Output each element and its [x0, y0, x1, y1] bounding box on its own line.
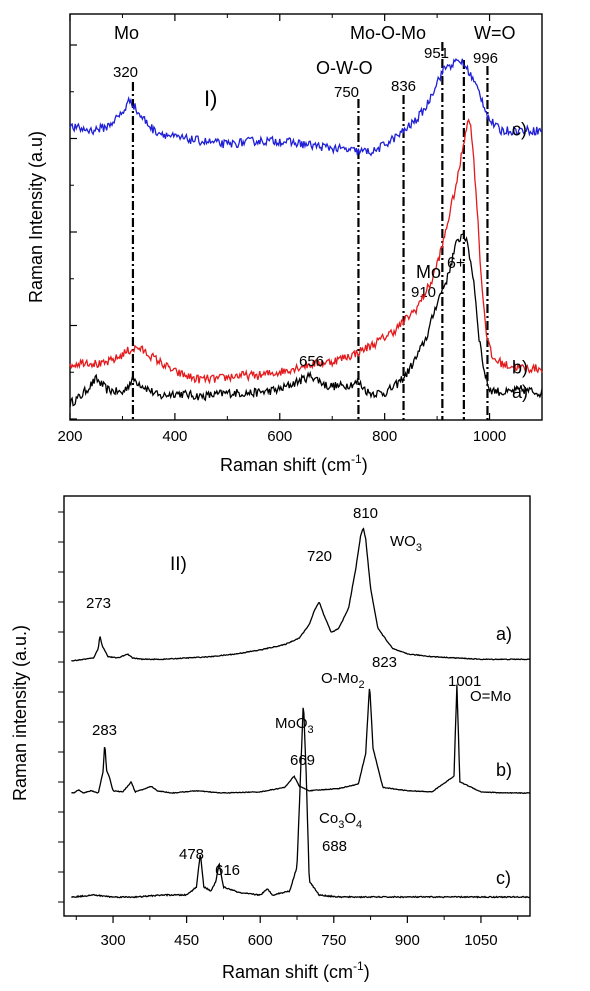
annotation-moo3-main: MoO	[275, 715, 308, 732]
panel-2-x-tick-label: 750	[321, 932, 346, 949]
annotation-co3o4-o: O	[344, 810, 356, 827]
peak-label-1001: 1001	[448, 673, 481, 690]
series-label-b: b)	[512, 358, 528, 378]
series-label-c: c)	[512, 120, 527, 140]
panel-1-x-tick-label: 1000	[473, 428, 506, 445]
annotation-co3o4: Co3O4	[319, 810, 362, 831]
panel-2-x-tick-label: 600	[248, 932, 273, 949]
panel-2-x-axis-label-close: )	[364, 962, 370, 982]
peak-label-688: 688	[322, 838, 347, 855]
annotation-mo6-sup: 6+	[447, 255, 465, 272]
reference-line-label-320: 320	[113, 64, 138, 81]
annotation-moo3-sub: 3	[308, 724, 314, 736]
panel-1-x-tick-label: 800	[372, 428, 397, 445]
panel-2-y-axis-label: Raman intensity (a.u.)	[10, 625, 30, 801]
panel-2-x-tick-label: 450	[174, 932, 199, 949]
panel-1-x-axis-label-close: )	[362, 455, 368, 475]
peak-label-720: 720	[307, 548, 332, 565]
panel-1-x-tick-label: 600	[267, 428, 292, 445]
peak-label-478: 478	[179, 846, 204, 863]
annotation-o-mo2-sub: 2	[359, 679, 365, 691]
series-label-c: c)	[496, 868, 511, 888]
annotation-co3o4-co: Co	[319, 810, 338, 827]
panel-2-label: II)	[170, 554, 187, 575]
panel-2-x-axis-label: Raman shift (cm-1)	[222, 959, 370, 982]
reference-line-label-951: 951	[424, 45, 449, 62]
panel-1-x-tick-label: 400	[162, 428, 187, 445]
panel-1-ticks: 200 400 600 800 1000	[57, 14, 506, 445]
annotation-wo3-sub: 3	[416, 542, 422, 554]
annotation-wo3-main: WO	[390, 533, 416, 550]
reference-line-label-750: 750	[334, 84, 359, 101]
panel-2: 300 450 600 750 900 1050 a) b) c) II) 273 720 8…	[10, 495, 531, 982]
series-label-a: a)	[496, 624, 512, 644]
series-label-a: a)	[512, 382, 528, 402]
panel-1-x-axis-label-main: Raman shift (cm	[220, 455, 351, 475]
reference-line-label-836: 836	[391, 78, 416, 95]
panel-2-series: a) b) c)	[71, 527, 531, 899]
annotation-mo-o-mo: Mo-O-Mo	[350, 23, 426, 43]
peak-label-283: 283	[92, 722, 117, 739]
series-line-a	[69, 232, 543, 408]
panel-1-x-axis-label: Raman shift (cm-1)	[220, 452, 368, 475]
series-line-b	[69, 118, 543, 385]
annotation-o-mo2: O-Mo2	[321, 670, 365, 691]
panel-2-x-axis-label-sup: -1	[353, 959, 364, 973]
panel-2-x-tick-label: 300	[101, 932, 126, 949]
panel-1-x-tick-label: 200	[57, 428, 82, 445]
panel-1-y-axis-label: Raman Intensity (a.u)	[26, 131, 46, 303]
annotation-moo3: MoO3	[275, 715, 314, 736]
panel-2-x-tick-label: 1050	[464, 932, 497, 949]
reference-line-label-996: 996	[473, 50, 498, 67]
panel-2-x-axis-label-main: Raman shift (cm	[222, 962, 353, 982]
annotation-mo: Mo	[114, 23, 139, 43]
panel-1-series: a) b) c)	[69, 57, 543, 408]
panel-1-plot-frame	[69, 13, 543, 421]
annotation-mo6: Mo 6+	[416, 255, 465, 282]
series-line-c	[71, 707, 531, 899]
peak-label-669: 669	[290, 752, 315, 769]
annotation-co3o4-sub3: 3	[338, 819, 344, 831]
peak-label-616: 616	[215, 862, 240, 879]
series-line-c	[69, 57, 543, 157]
annotation-wo3: WO3	[390, 533, 422, 554]
annotation-peak-656: 656	[299, 353, 324, 370]
annotation-o-mo: O=Mo	[470, 688, 511, 705]
panel-2-x-tick-label: 900	[395, 932, 420, 949]
annotation-w-o: W=O	[474, 23, 516, 43]
annotation-o-mo2-main: O-Mo	[321, 670, 359, 687]
annotation-mo6-main: Mo	[416, 262, 441, 282]
panel-1-label: I)	[204, 86, 217, 111]
series-label-b: b)	[496, 760, 512, 780]
peak-label-823: 823	[372, 654, 397, 671]
panel-2-ticks: 300 450 600 750 900 1050	[58, 511, 519, 949]
annotation-co3o4-sub4: 4	[356, 819, 362, 831]
annotation-o-w-o: O-W-O	[316, 58, 373, 78]
peak-label-273: 273	[86, 595, 111, 612]
series-line-a	[71, 527, 530, 662]
panel-1-x-axis-label-sup: -1	[351, 452, 362, 466]
peak-label-810: 810	[353, 505, 378, 522]
